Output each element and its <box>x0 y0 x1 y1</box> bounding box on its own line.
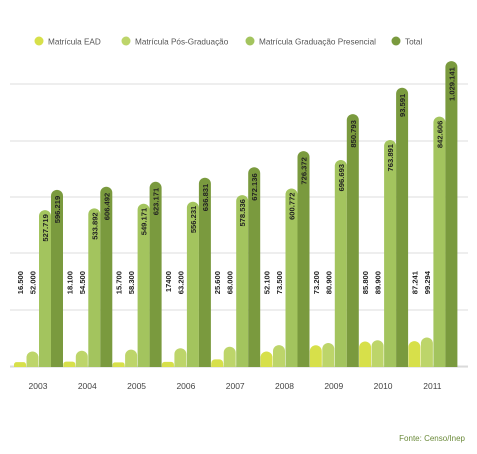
bar <box>14 362 26 367</box>
data-label: 850.793 <box>349 120 358 147</box>
legend-item: Matrícula EAD <box>34 36 101 47</box>
data-label: 54.500 <box>78 271 87 294</box>
bar <box>63 361 76 367</box>
bar <box>149 181 162 367</box>
data-label: 58.300 <box>127 271 136 294</box>
legend-label: Total <box>405 38 422 47</box>
data-label: 73.200 <box>312 271 321 294</box>
data-label: 25.600 <box>213 271 222 294</box>
bar <box>39 210 51 367</box>
bar <box>322 342 335 367</box>
data-label: 68.000 <box>226 271 235 294</box>
bar <box>125 349 138 367</box>
legend-swatch <box>245 36 255 46</box>
bars <box>14 61 458 367</box>
x-tick-label: 2009 <box>324 381 343 391</box>
data-label: 726.372 <box>300 157 309 184</box>
bar <box>346 114 359 367</box>
x-tick-label: 2010 <box>374 381 393 391</box>
bar <box>186 201 199 367</box>
bar <box>161 361 174 367</box>
data-label: 63.200 <box>176 271 185 294</box>
bar <box>384 139 397 367</box>
legend-swatch <box>34 36 44 46</box>
legend-swatch <box>391 36 401 46</box>
data-label: 16.500 <box>16 271 25 294</box>
x-axis-ticks: 2003 2004 2005 2006 2007 2008 2009 2010 2011 <box>29 381 442 391</box>
bar <box>408 341 421 367</box>
data-label: 842.606 <box>435 121 444 148</box>
source-note: Fonte: Censo/Inep <box>399 434 465 443</box>
data-label: 600.772 <box>288 192 297 219</box>
data-label: 89.900 <box>374 271 383 294</box>
data-label: 672.136 <box>250 173 259 200</box>
bar <box>285 188 298 367</box>
bar <box>248 167 261 367</box>
bar <box>198 177 211 367</box>
data-label: 606.492 <box>102 193 111 220</box>
data-label: 596.219 <box>53 196 62 223</box>
legend: Matrícula EAD Matrícula Pós-Graduação Matr… <box>34 36 422 47</box>
x-tick-label: 2011 <box>423 381 442 391</box>
legend-item: Total <box>391 36 422 47</box>
bar <box>223 346 236 367</box>
bar <box>334 159 347 367</box>
data-label: 1.029.141 <box>447 66 456 101</box>
bar <box>174 348 187 367</box>
bar <box>260 351 273 367</box>
data-label: 52.000 <box>29 271 38 294</box>
bar <box>112 362 125 367</box>
bar <box>236 195 249 367</box>
data-label: 80.900 <box>324 271 333 294</box>
data-label: 636.831 <box>201 183 210 211</box>
data-label: 17400 <box>164 271 173 292</box>
x-tick-label: 2007 <box>226 381 245 391</box>
bar <box>26 351 39 367</box>
legend-item: Matrícula Pós-Graduação <box>121 36 229 47</box>
bar <box>211 359 224 367</box>
legend-label: Matrícula Pós-Graduação <box>135 38 229 47</box>
bar <box>359 341 372 367</box>
data-label: 85.800 <box>361 271 370 294</box>
bar <box>75 350 88 367</box>
data-label: 578.536 <box>238 199 247 226</box>
data-label: 99.294 <box>423 270 432 294</box>
bar <box>273 345 285 367</box>
x-tick-label: 2004 <box>78 381 97 391</box>
bar <box>297 151 310 367</box>
bar <box>137 203 150 367</box>
legend-item: Matrícula Graduação Presencial <box>245 36 376 47</box>
bar <box>396 87 409 367</box>
x-tick-label: 2003 <box>29 381 48 391</box>
bar <box>309 345 322 367</box>
data-label: 696.693 <box>337 164 346 191</box>
data-label: 763.891 <box>386 143 395 171</box>
bar <box>51 189 63 367</box>
data-label: 556.231 <box>189 205 198 233</box>
data-label: 73.500 <box>275 271 284 294</box>
legend-swatch <box>121 36 131 46</box>
legend-label: Matrícula Graduação Presencial <box>259 38 376 47</box>
data-label: 93.591 <box>398 93 407 117</box>
bar <box>420 337 433 367</box>
bar <box>445 61 458 367</box>
data-label: 527.719 <box>41 214 50 241</box>
data-label: 15.700 <box>115 271 124 294</box>
bar <box>100 186 113 367</box>
x-tick-label: 2006 <box>176 381 195 391</box>
data-label: 87.241 <box>410 270 419 294</box>
bar <box>371 340 384 367</box>
x-tick-label: 2008 <box>275 381 294 391</box>
legend-label: Matrícula EAD <box>48 38 101 47</box>
data-label: 549.171 <box>140 207 149 235</box>
data-label: 533.892 <box>90 212 99 239</box>
bar <box>433 116 446 367</box>
bar <box>88 208 101 367</box>
x-tick-label: 2005 <box>127 381 146 391</box>
data-label: 623.171 <box>152 187 161 215</box>
data-label: 18.100 <box>65 271 74 294</box>
data-label: 52.100 <box>263 271 272 294</box>
